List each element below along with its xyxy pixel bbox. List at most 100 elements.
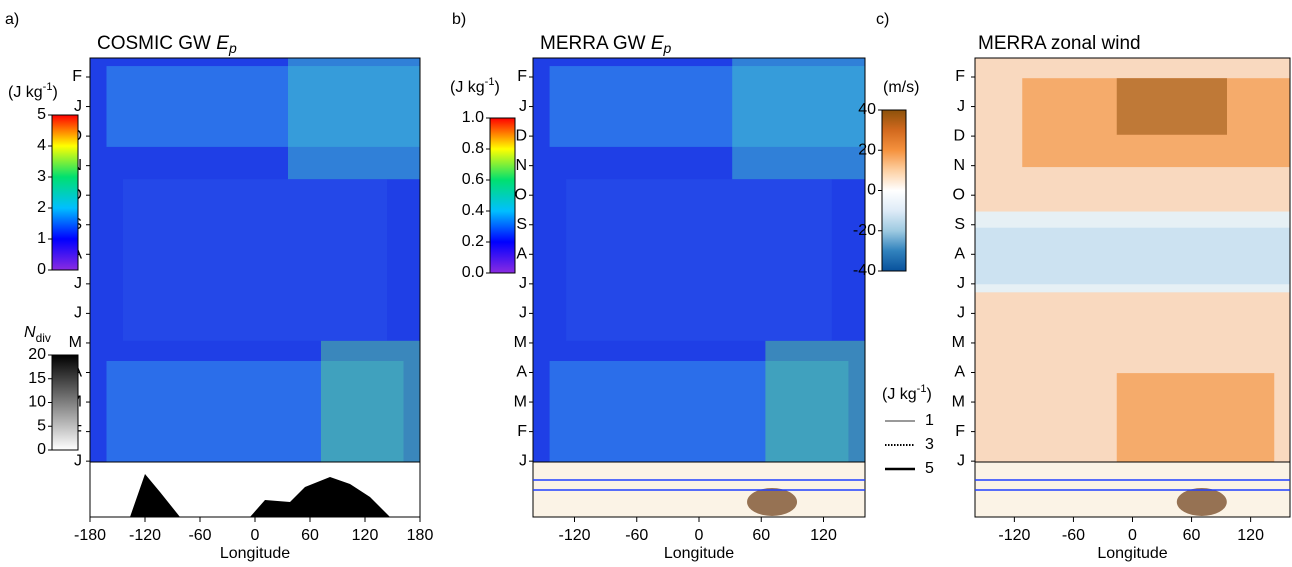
colorbar-tick-label: 0.8 (462, 140, 484, 157)
y-tick-label: N (953, 157, 965, 174)
colorbar-tick-label: 0 (867, 182, 876, 199)
y-tick-label: J (957, 305, 965, 322)
title-text: COSMIC GW (97, 33, 216, 54)
unit-text: (J kg (882, 386, 917, 403)
field-texture (732, 58, 865, 180)
y-tick-label: A (516, 246, 527, 263)
colorbar-tick-label: -40 (853, 262, 876, 279)
x-axis-label: Longitude (1097, 545, 1167, 562)
x-tick-label: -60 (188, 527, 211, 544)
y-tick-label: M (69, 334, 82, 351)
colorbar-tick-label: 40 (858, 101, 876, 118)
inset-profile (130, 474, 390, 517)
unit-label: (J kg-1) (8, 81, 58, 101)
y-tick-label: M (514, 393, 527, 410)
x-tick-label: 0 (1128, 527, 1137, 544)
unit-sup: -1 (917, 383, 927, 395)
y-tick-label: J (519, 305, 527, 322)
y-tick-label: F (955, 68, 965, 85)
unit-text: (J kg (8, 84, 43, 101)
field-texture (1116, 78, 1227, 135)
x-axis-label: Longitude (220, 545, 290, 562)
y-tick-label: N (515, 157, 527, 174)
unit-end: ) (52, 84, 57, 101)
colorbar-tick-label: 3 (37, 168, 46, 185)
colorbar-tick-label: 15 (28, 370, 46, 387)
colorbar (51, 354, 79, 451)
y-tick-label: A (954, 246, 965, 263)
y-tick-label: M (514, 334, 527, 351)
field-texture (1116, 373, 1275, 462)
field-texture (106, 66, 420, 147)
colorbar-tick-label: 10 (28, 394, 46, 411)
x-tick-label: 180 (407, 527, 434, 544)
x-tick-label: -180 (74, 527, 106, 544)
unit-text: (m/s) (883, 79, 919, 96)
panel-label: c) (876, 11, 889, 28)
colorbar-tick-label: 0.0 (462, 264, 484, 281)
x-tick-label: -60 (625, 527, 648, 544)
colorbar-tick-label: 20 (28, 346, 46, 363)
y-tick-label: J (74, 98, 82, 115)
x-tick-label: -120 (558, 527, 590, 544)
chart-title: MERRA zonal wind (978, 33, 1141, 54)
y-tick-label: A (954, 364, 965, 381)
colorbar-tick-label: 1 (37, 230, 46, 247)
field-texture (566, 179, 832, 341)
field-texture (549, 361, 849, 462)
map-feature (747, 488, 798, 516)
colorbar-tick-label: 5 (37, 106, 46, 123)
x-tick-label: 0 (251, 527, 260, 544)
unit-end: ) (926, 386, 931, 403)
y-tick-label: F (517, 423, 527, 440)
y-tick-label: M (952, 334, 965, 351)
field-texture (975, 227, 1290, 285)
y-tick-label: S (954, 216, 965, 233)
x-tick-label: 60 (752, 527, 770, 544)
y-tick-label: M (952, 393, 965, 410)
title-var-sub: p (663, 40, 672, 56)
x-tick-label: -60 (1062, 527, 1085, 544)
unit-sub: div (36, 331, 51, 345)
y-tick-label: A (516, 364, 527, 381)
chart-title: MERRA GW Ep (540, 33, 672, 56)
colorbar-tick-label: 0.4 (462, 202, 484, 219)
y-tick-label: J (74, 305, 82, 322)
x-tick-label: 0 (695, 527, 704, 544)
y-tick-label: J (957, 452, 965, 469)
legend-label: 3 (925, 436, 934, 453)
field-texture (549, 66, 865, 147)
unit-label: (m/s) (883, 79, 919, 96)
x-tick-label: 120 (1237, 527, 1264, 544)
x-tick-label: 120 (352, 527, 379, 544)
heatmap-field (90, 58, 420, 462)
title-var: E (216, 33, 229, 54)
colorbar-tick-label: 4 (37, 137, 46, 154)
unit-sup: -1 (43, 81, 53, 93)
field-texture (321, 340, 420, 462)
title-text: MERRA GW (540, 33, 651, 54)
unit-label: (J kg-1) (450, 76, 500, 96)
y-tick-label: J (519, 98, 527, 115)
y-tick-label: J (74, 452, 82, 469)
colorbar-tick-label: 0.2 (462, 233, 484, 250)
y-tick-label: J (957, 98, 965, 115)
y-tick-label: J (957, 275, 965, 292)
y-tick-label: D (953, 127, 965, 144)
colorbar-tick-label: 0 (37, 261, 46, 278)
colorbar-tick-label: -20 (853, 222, 876, 239)
unit-sup: -1 (485, 76, 495, 88)
heatmap-field (533, 58, 865, 462)
y-tick-label: O (515, 186, 527, 203)
colorbar (51, 114, 79, 271)
colorbar (489, 117, 516, 274)
unit-label: (J kg-1) (882, 383, 932, 403)
y-tick-label: F (72, 68, 82, 85)
chart-title: COSMIC GW Ep (97, 33, 237, 56)
y-tick-label: O (953, 186, 965, 203)
x-tick-label: 60 (301, 527, 319, 544)
colorbar-tick-label: 2 (37, 199, 46, 216)
map-feature (1176, 488, 1227, 516)
x-tick-label: 60 (1183, 527, 1201, 544)
colorbar-tick-label: 20 (858, 141, 876, 158)
